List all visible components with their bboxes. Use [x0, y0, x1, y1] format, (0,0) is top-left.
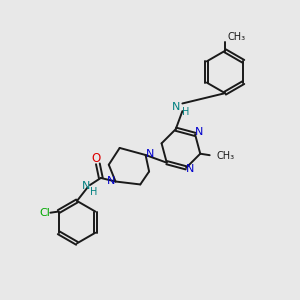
Text: N: N	[146, 148, 154, 158]
Text: H: H	[90, 187, 97, 197]
Text: H: H	[182, 107, 190, 117]
Text: N: N	[107, 176, 115, 186]
Text: N: N	[195, 127, 203, 137]
Text: CH₃: CH₃	[217, 151, 235, 161]
Text: Cl: Cl	[39, 208, 50, 218]
Text: N: N	[172, 102, 180, 112]
Text: O: O	[92, 152, 101, 165]
Text: N: N	[82, 181, 90, 191]
Text: N: N	[186, 164, 194, 174]
Text: CH₃: CH₃	[227, 32, 246, 42]
